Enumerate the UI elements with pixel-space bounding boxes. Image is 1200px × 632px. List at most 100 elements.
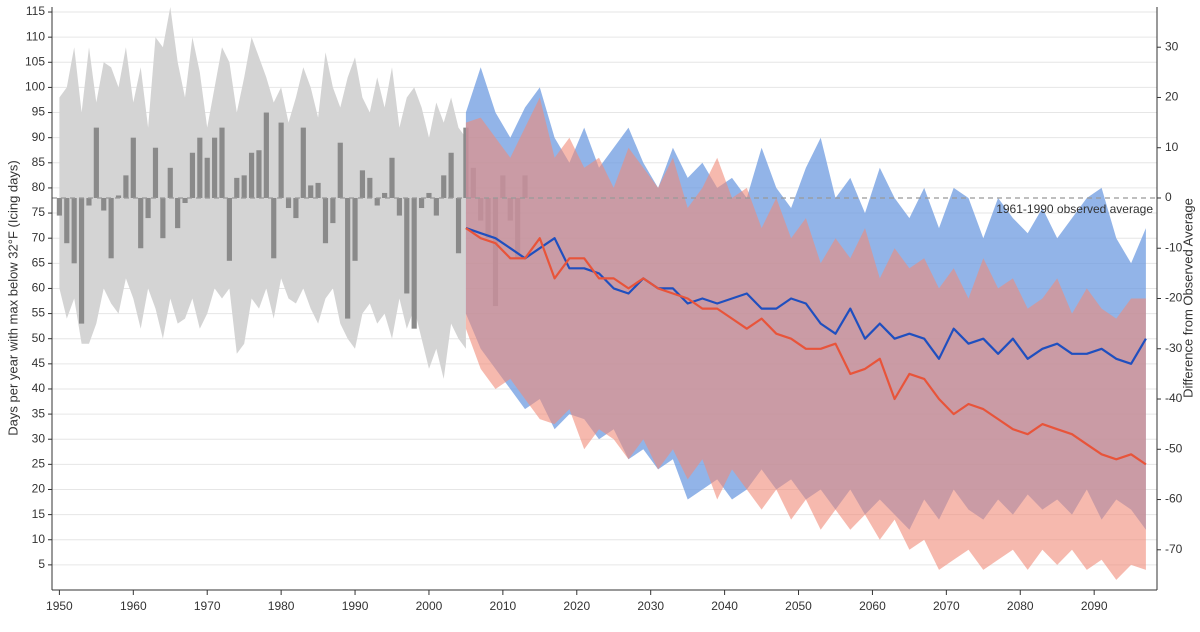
y-tick-label: 100 bbox=[25, 80, 45, 94]
y2-tick-label: 30 bbox=[1165, 39, 1179, 53]
anomaly-bar bbox=[293, 197, 299, 219]
y2-tick-label: -60 bbox=[1165, 492, 1183, 506]
anomaly-bar bbox=[160, 197, 166, 239]
x-tick-label: 2080 bbox=[1007, 599, 1034, 613]
anomaly-bar bbox=[418, 197, 425, 209]
x-tick-label: 2090 bbox=[1081, 599, 1108, 613]
anomaly-bar bbox=[182, 197, 188, 204]
anomaly-bar bbox=[367, 177, 373, 198]
y-tick-label: 55 bbox=[32, 306, 46, 320]
y2-tick-label: 10 bbox=[1165, 140, 1179, 154]
anomaly-bar bbox=[345, 197, 351, 319]
y-tick-label: 45 bbox=[32, 356, 46, 370]
y2-tick-label: -30 bbox=[1165, 341, 1183, 355]
y2-tick-label: 0 bbox=[1165, 190, 1172, 204]
anomaly-bar bbox=[278, 122, 284, 198]
anomaly-bar bbox=[322, 197, 329, 244]
anomaly-bar bbox=[138, 197, 144, 249]
anomaly-bar bbox=[396, 197, 402, 216]
y-axis-title: Days per year with max below 32°F (Icing… bbox=[5, 160, 20, 435]
anomaly-bar bbox=[101, 197, 107, 211]
anomaly-bar bbox=[219, 127, 225, 198]
y-tick-label: 65 bbox=[32, 255, 46, 269]
y-tick-label: 10 bbox=[32, 532, 46, 546]
x-tick-label: 2070 bbox=[933, 599, 960, 613]
y2-tick-label: -50 bbox=[1165, 441, 1183, 455]
range-band bbox=[465, 97, 1146, 580]
y2-tick-label: -40 bbox=[1165, 391, 1183, 405]
anomaly-bar bbox=[123, 175, 129, 198]
x-tick-label: 2060 bbox=[859, 599, 886, 613]
anomaly-bar bbox=[352, 197, 358, 261]
anomaly-bar bbox=[404, 197, 410, 294]
y-tick-label: 50 bbox=[32, 331, 46, 345]
anomaly-bar bbox=[212, 137, 218, 198]
median-line bbox=[465, 227, 1147, 466]
anomaly-bar bbox=[197, 137, 203, 198]
x-tick-label: 1960 bbox=[120, 599, 147, 613]
anomaly-bar bbox=[271, 197, 277, 259]
anomaly-bar bbox=[389, 157, 395, 198]
anomaly-bar bbox=[130, 137, 136, 198]
anomaly-bar bbox=[71, 197, 77, 264]
x-tick-label: 1950 bbox=[46, 599, 73, 613]
x-tick-label: 2000 bbox=[416, 599, 443, 613]
y-tick-label: 110 bbox=[26, 29, 45, 43]
anomaly-bar bbox=[204, 157, 210, 198]
anomaly-bar bbox=[234, 177, 240, 198]
anomaly-bar bbox=[93, 127, 99, 198]
anomaly-bar bbox=[175, 197, 181, 229]
anomaly-bar bbox=[248, 152, 255, 198]
y-tick-label: 75 bbox=[32, 205, 46, 219]
anomaly-bar bbox=[263, 112, 269, 198]
y-tick-label: 70 bbox=[32, 230, 46, 244]
x-tick-label: 2050 bbox=[785, 599, 812, 613]
anomaly-bar bbox=[300, 127, 306, 198]
x-tick-label: 2030 bbox=[637, 599, 664, 613]
anomaly-bar bbox=[145, 197, 151, 219]
x-tick-label: 1990 bbox=[342, 599, 369, 613]
y2-tick-label: 20 bbox=[1165, 90, 1179, 104]
y2-tick-label: -10 bbox=[1165, 240, 1183, 254]
y-tick-label: 80 bbox=[32, 180, 46, 194]
anomaly-bar bbox=[115, 195, 122, 198]
x-tick-label: 2020 bbox=[563, 599, 590, 613]
y-tick-label: 25 bbox=[32, 457, 46, 471]
y-tick-label: 40 bbox=[32, 381, 46, 395]
x-tick-label: 1970 bbox=[194, 599, 221, 613]
y-tick-label: 15 bbox=[32, 507, 46, 521]
anomaly-bar bbox=[241, 175, 247, 198]
y-tick-label: 115 bbox=[26, 4, 45, 18]
y-tick-label: 60 bbox=[32, 281, 46, 295]
range-band bbox=[59, 7, 466, 379]
anomaly-bar bbox=[86, 197, 92, 206]
anomaly-bar bbox=[337, 142, 343, 198]
y2-tick-label: -70 bbox=[1165, 542, 1183, 556]
y-tick-label: 35 bbox=[32, 406, 46, 420]
x-tick-label: 1980 bbox=[268, 599, 295, 613]
y-tick-label: 95 bbox=[32, 105, 46, 119]
anomaly-bar bbox=[152, 147, 159, 198]
anomaly-bar bbox=[441, 175, 447, 198]
y-tick-label: 105 bbox=[25, 54, 45, 68]
y-tick-label: 5 bbox=[38, 557, 45, 571]
anomaly-bar bbox=[189, 152, 196, 198]
anomaly-bar bbox=[433, 197, 439, 216]
anomaly-bar bbox=[78, 197, 85, 324]
anomaly-bar bbox=[315, 182, 321, 198]
anomaly-bar bbox=[359, 170, 366, 198]
y-tick-label: 85 bbox=[32, 155, 46, 169]
anomaly-bar bbox=[426, 192, 432, 198]
anomaly-bar bbox=[411, 197, 417, 329]
y-tick-label: 30 bbox=[32, 431, 46, 445]
anomaly-bar bbox=[256, 150, 262, 198]
anomaly-bar bbox=[455, 197, 462, 254]
y2-tick-label: -20 bbox=[1165, 291, 1183, 305]
y2-axis-title: Difference from Observed Average bbox=[1180, 198, 1195, 398]
anomaly-bar bbox=[56, 197, 62, 216]
anomaly-bar bbox=[167, 167, 173, 198]
anomaly-bar bbox=[448, 152, 454, 198]
reference-label: 1961-1990 observed average bbox=[996, 202, 1153, 216]
anomaly-bar bbox=[382, 192, 388, 198]
